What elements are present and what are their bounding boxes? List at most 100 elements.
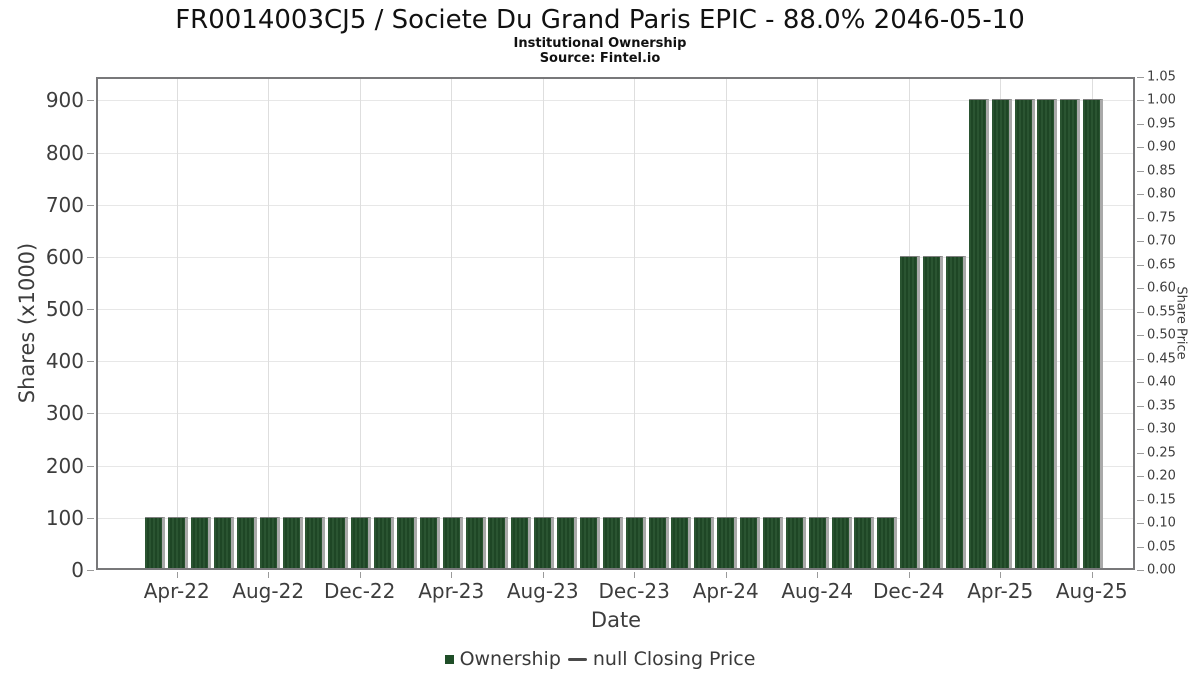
legend-closing-price: null Closing Price [567,648,755,670]
y-axis-tick-left [87,465,94,467]
legend-ownership: Ownership [444,648,561,670]
y-axis-label-right: 0.05 [1147,539,1176,555]
ownership-bar [625,516,646,570]
x-axis-tick [359,572,361,578]
ownership-bar [602,516,623,570]
ownership-bar [534,516,555,570]
v-gridline [268,77,270,570]
y-axis-tick-right [1137,264,1144,266]
y-axis-tick-left [87,256,94,258]
y-axis-tick-left [87,413,94,415]
ownership-bar [648,516,669,570]
y-axis-tick-right [1137,100,1144,102]
ownership-bar [351,516,372,570]
x-axis-label: Aug-23 [506,579,579,603]
y-axis-label-left: 500 [45,297,84,322]
x-axis-tick [1000,572,1002,578]
y-axis-label-right: 0.65 [1147,257,1176,273]
h-gridline [96,413,1135,415]
x-axis-tick [176,572,178,578]
y-axis-title-left: Shares (x1000) [15,242,39,404]
y-axis-label-right: 0.00 [1147,562,1176,578]
x-axis-tick [1091,572,1093,578]
y-axis-label-left: 700 [45,192,84,217]
y-axis-label-right: 0.60 [1147,280,1176,296]
h-gridline [96,256,1135,258]
x-axis-label: Dec-23 [598,579,670,603]
y-axis-tick-right [1137,382,1144,384]
h-gridline [96,152,1135,154]
y-axis-tick-left [87,100,94,102]
y-axis-label-left: 200 [45,453,84,478]
y-axis-tick-left [87,152,94,154]
y-axis-label-left: 400 [45,349,84,374]
y-axis-label-left: 0 [71,558,84,582]
v-gridline [542,77,544,570]
ownership-bar [557,516,578,570]
x-axis-label: Aug-24 [781,579,854,603]
y-axis-label-right: 0.70 [1147,233,1176,249]
ownership-bar [236,516,257,570]
ownership-bar [419,516,440,570]
y-axis-label-right: 0.30 [1147,421,1176,437]
chart-subtitle: Institutional Ownership [513,36,687,51]
x-axis-tick [817,572,819,578]
y-axis-tick-left [87,309,94,311]
ownership-bar [968,99,989,570]
ownership-bar [396,516,417,570]
y-axis-tick-right [1137,311,1144,313]
h-gridline [96,361,1135,363]
y-axis-tick-right [1137,358,1144,360]
y-axis-tick-right [1137,546,1144,548]
ownership-bar [191,516,212,570]
ownership-bar [991,99,1012,570]
y-axis-label-right: 0.45 [1147,351,1176,367]
ownership-bar [923,255,944,570]
x-axis-tick [908,572,910,578]
x-axis-tick [542,572,544,578]
y-axis-label-right: 1.00 [1147,92,1176,108]
ownership-bar [579,516,600,570]
chart-source: Source: Fintel.io [539,51,661,66]
y-axis-label-left: 900 [45,88,84,113]
x-axis-label: Dec-24 [873,579,945,603]
y-axis-label-right: 0.75 [1147,210,1176,226]
y-axis-label-left: 100 [45,505,84,530]
ownership-bar [785,516,806,570]
ownership-bar [808,516,829,570]
x-axis-label: Apr-22 [143,579,210,603]
y-axis-tick-right [1137,288,1144,290]
ownership-bar [1060,99,1081,570]
y-axis-tick-right [1137,77,1144,78]
ownership-bar [740,516,761,570]
y-axis-label-right: 0.50 [1147,327,1176,343]
v-gridline [451,77,453,570]
y-axis-tick-right [1137,523,1144,525]
h-gridline [96,465,1135,467]
y-axis-label-right: 0.90 [1147,139,1176,155]
h-gridline [96,100,1135,102]
x-axis-label: Apr-25 [967,579,1034,603]
ownership-bar [900,255,921,570]
chart-legend: Ownership null Closing Price [0,646,1200,672]
ownership-bar [145,516,166,570]
v-gridline [817,77,819,570]
chart-title: FR0014003CJ5 / Societe Du Grand Paris EP… [175,5,1025,35]
v-gridline [176,77,178,570]
y-axis-tick-left [87,517,94,519]
y-axis-label-right: 0.35 [1147,398,1176,414]
y-axis-label-right: 0.10 [1147,515,1176,531]
ownership-bar [511,516,532,570]
y-axis-tick-left [87,361,94,363]
y-axis-label-right: 0.95 [1147,116,1176,132]
legend-ownership-label: Ownership [459,648,561,670]
ownership-bar [854,516,875,570]
v-gridline [359,77,361,570]
ownership-bar [694,516,715,570]
ownership-bar [671,516,692,570]
h-gridline [96,204,1135,206]
ownership-bar [762,516,783,570]
x-axis-label: Apr-23 [418,579,485,603]
y-axis-label-right: 0.20 [1147,468,1176,484]
